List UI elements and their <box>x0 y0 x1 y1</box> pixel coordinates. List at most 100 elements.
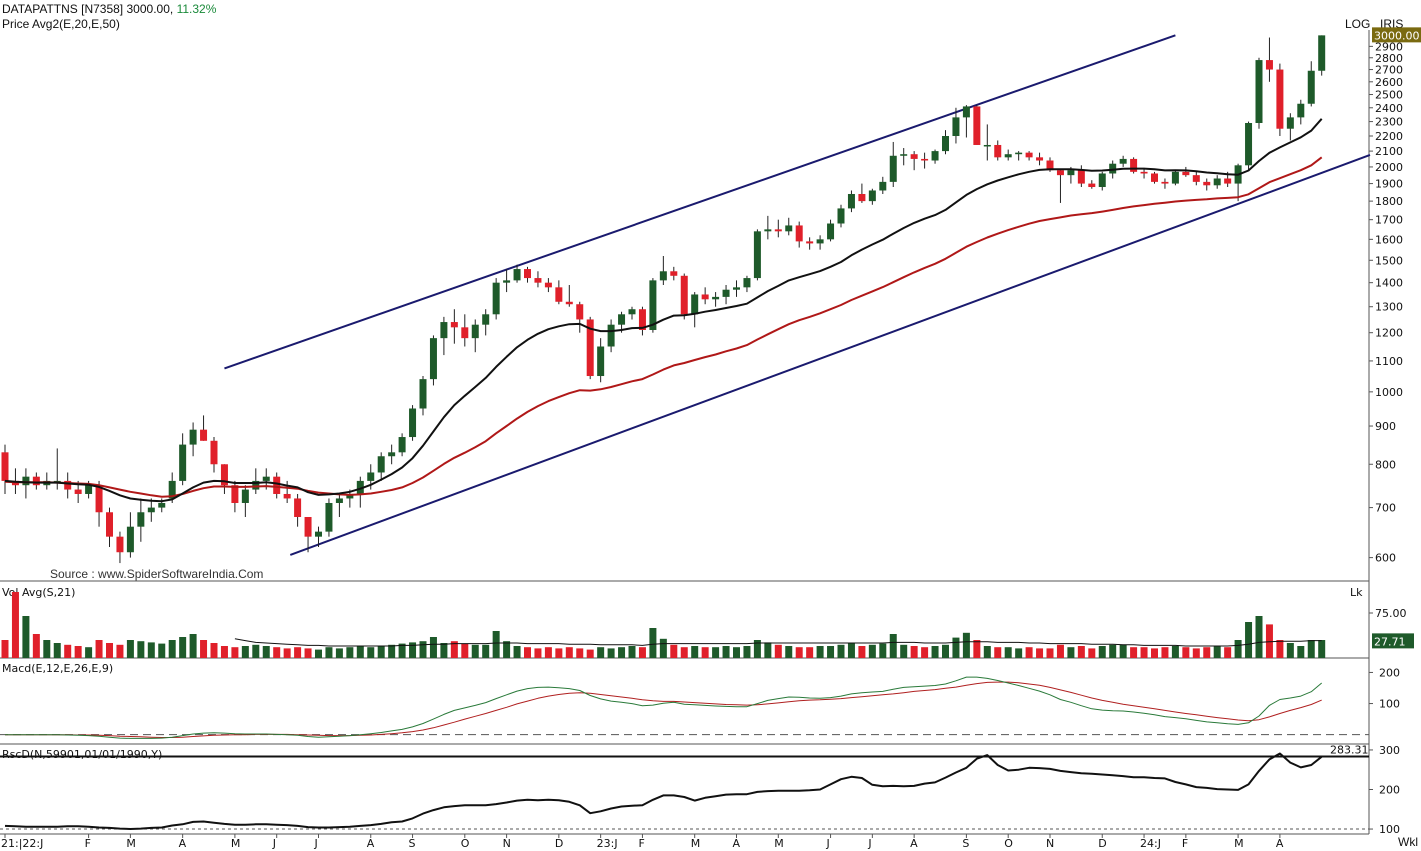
x-tick-label: F <box>638 837 644 850</box>
volume-bar <box>764 642 772 658</box>
candle-body <box>22 476 30 486</box>
candle <box>1 444 9 494</box>
volume-bar <box>85 647 93 658</box>
x-tick-label: J <box>826 837 830 850</box>
x-tick-label: M <box>691 837 701 850</box>
candle-body <box>294 498 302 517</box>
candle <box>910 151 918 171</box>
volume-bar <box>618 647 626 658</box>
volume-bar <box>1171 646 1179 658</box>
candle-body <box>1203 181 1211 186</box>
volume-bar <box>837 644 845 658</box>
candle-body <box>64 480 72 490</box>
candle-body <box>147 507 155 513</box>
x-tick-label: D <box>555 837 563 850</box>
volume-bar <box>1203 647 1211 658</box>
candle-body <box>85 485 93 494</box>
volume-bar <box>733 647 740 658</box>
candle <box>1203 178 1211 191</box>
candle-body <box>544 282 552 288</box>
last-price-badge-label: 3000.00 <box>1374 29 1420 42</box>
rscd-tick-label: 200 <box>1379 784 1400 797</box>
x-tick-label: A <box>910 837 918 850</box>
candle-body <box>461 327 469 339</box>
volume-bar <box>419 641 427 658</box>
volume-bar <box>1140 647 1148 658</box>
volume-bar <box>900 644 908 658</box>
candle <box>220 464 228 494</box>
volume-tick-label: 75.00 <box>1375 607 1407 620</box>
candle-body <box>492 282 500 315</box>
last-price-badge <box>1372 27 1421 43</box>
candle-body <box>241 489 249 503</box>
candle-body <box>179 444 187 481</box>
volume-bar <box>210 643 218 658</box>
candle <box>544 278 552 293</box>
volume-bar <box>774 644 782 658</box>
candle <box>1245 121 1253 171</box>
candle-body <box>806 241 814 244</box>
candle <box>1140 168 1148 179</box>
candle-body <box>555 287 563 302</box>
candle-body <box>743 278 751 288</box>
change-percent-label: 11.32% <box>176 2 217 16</box>
candle <box>1192 171 1200 186</box>
candle <box>1130 157 1138 174</box>
candle-body <box>168 480 176 499</box>
volume-bar <box>879 643 887 658</box>
candle <box>753 229 761 281</box>
x-tick-label: J <box>272 837 276 850</box>
volume-corner-label: Lk <box>1350 586 1363 599</box>
volume-bar <box>638 647 646 658</box>
candle-body <box>1 452 9 481</box>
volume-bar <box>1255 616 1263 658</box>
candle-body <box>1098 173 1106 188</box>
volume-bar <box>220 646 228 658</box>
upper-channel-line <box>224 34 1176 370</box>
x-tick-label: O <box>1004 837 1013 850</box>
volume-bar <box>158 643 166 658</box>
candle-body <box>377 456 385 473</box>
candle <box>1088 180 1096 189</box>
candle <box>962 105 970 138</box>
candle-body <box>597 346 605 377</box>
candle-body <box>1192 175 1200 182</box>
price-tick-label: 1800 <box>1375 195 1403 208</box>
volume-bar <box>670 644 678 658</box>
candle <box>1119 155 1127 167</box>
candle <box>774 219 782 238</box>
candle-body <box>701 294 709 300</box>
scale-mode-label[interactable]: LOG <box>1345 17 1371 31</box>
price-tick-label: 1100 <box>1375 355 1403 368</box>
candle <box>252 468 260 494</box>
candle <box>106 507 113 547</box>
volume-last-badge <box>1372 633 1414 649</box>
candle <box>168 472 176 503</box>
candle-body <box>220 464 228 486</box>
candle <box>503 269 511 293</box>
candle-body <box>942 136 949 152</box>
candle <box>649 278 657 333</box>
volume-bar <box>294 647 302 658</box>
volume-bar <box>315 649 322 658</box>
candle-body <box>315 531 322 537</box>
candle-body <box>189 429 197 445</box>
x-tick-label: N <box>503 837 511 850</box>
candles <box>1 35 1326 564</box>
candle-body <box>1161 181 1169 184</box>
candle-body <box>1151 173 1158 182</box>
volume-bar <box>1098 646 1106 658</box>
candle-body <box>680 275 688 315</box>
volume-bar <box>586 649 594 658</box>
candle-body <box>910 154 918 159</box>
price-tick-label: 1900 <box>1375 178 1403 191</box>
candle <box>461 314 469 347</box>
volume-bar <box>179 637 187 658</box>
volume-bar <box>335 648 343 658</box>
candle <box>283 480 291 503</box>
volume-bar <box>565 647 573 658</box>
candle <box>513 264 521 283</box>
candle-body <box>1130 158 1138 172</box>
candle-body <box>1318 35 1326 71</box>
